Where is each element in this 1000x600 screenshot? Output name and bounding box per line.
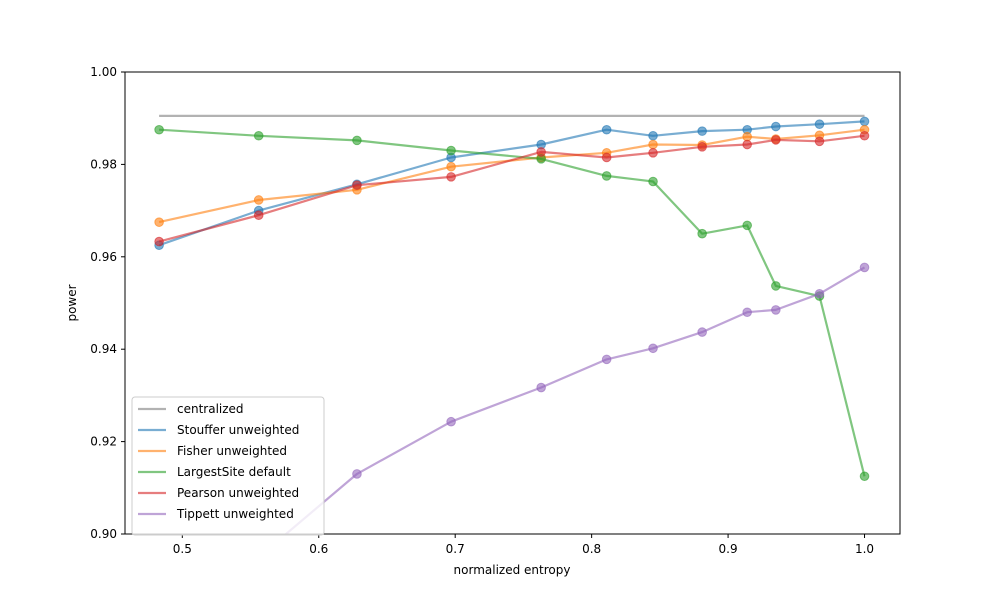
- data-point-fisher-unweighted: [253, 195, 264, 205]
- y-tick-label: 0.96: [90, 250, 117, 264]
- data-point-stouffer-unweighted: [814, 119, 825, 130]
- data-point-pearson-unweighted: [814, 136, 825, 147]
- data-point-tippett-unweighted: [742, 307, 752, 318]
- series-line-pearson-unweighted: [158, 134, 865, 243]
- data-point-largestsite-default: [742, 220, 752, 231]
- data-point-tippett-unweighted: [352, 469, 362, 479]
- series-line-largestsite-default: [159, 128, 866, 477]
- data-point-fisher-unweighted: [446, 161, 456, 172]
- x-tick-label: 0.9: [719, 542, 738, 556]
- data-point-pearson-unweighted: [601, 152, 612, 163]
- data-point-largestsite-default: [771, 281, 781, 291]
- data-point-pearson-unweighted: [253, 210, 264, 221]
- series-pearson-unweighted: [154, 130, 870, 247]
- data-point-stouffer-unweighted: [771, 121, 781, 132]
- y-tick-label: 0.94: [90, 342, 117, 356]
- data-point-fisher-unweighted: [742, 131, 752, 142]
- data-point-largestsite-default: [154, 124, 164, 135]
- data-point-tippett-unweighted: [446, 416, 456, 427]
- series-layer: [154, 114, 870, 534]
- y-tick-label: 0.90: [90, 527, 117, 541]
- data-point-fisher-unweighted: [648, 139, 658, 150]
- data-point-largestsite-default: [446, 145, 456, 156]
- data-point-pearson-unweighted: [697, 142, 707, 152]
- y-tick-label: 0.92: [90, 435, 117, 449]
- x-tick-label: 0.7: [446, 542, 465, 556]
- legend-label: Tippett unweighted: [176, 507, 294, 521]
- data-point-tippett-unweighted: [814, 288, 825, 299]
- data-point-tippett-unweighted: [771, 305, 781, 315]
- data-point-tippett-unweighted: [648, 343, 658, 354]
- x-tick-label: 1.0: [855, 542, 874, 556]
- x-tick-label: 0.5: [173, 542, 192, 556]
- data-point-tippett-unweighted: [536, 382, 546, 393]
- data-point-fisher-unweighted: [154, 217, 164, 227]
- series-line-fisher-unweighted: [158, 128, 865, 224]
- data-point-pearson-unweighted: [536, 147, 546, 157]
- data-point-stouffer-unweighted: [859, 116, 870, 127]
- data-point-pearson-unweighted: [771, 135, 781, 145]
- y-tick-label: 0.98: [90, 157, 117, 171]
- data-point-largestsite-default: [601, 171, 612, 181]
- plot-frame: [124, 71, 901, 535]
- x-axis: 0.5 0.6 0.7 0.8 0.9 1.0: [173, 534, 874, 556]
- data-point-pearson-unweighted: [859, 130, 870, 141]
- data-point-largestsite-default: [352, 135, 362, 146]
- data-point-pearson-unweighted: [352, 180, 362, 190]
- legend-label: LargestSite default: [177, 465, 291, 479]
- x-tick-label: 0.6: [309, 542, 328, 556]
- data-point-pearson-unweighted: [648, 148, 658, 158]
- data-point-stouffer-unweighted: [601, 124, 612, 135]
- series-tippett-unweighted: [284, 262, 870, 534]
- y-axis-label: power: [65, 284, 79, 321]
- data-point-largestsite-default: [648, 176, 658, 187]
- data-point-tippett-unweighted: [697, 327, 707, 337]
- data-point-stouffer-unweighted: [648, 130, 658, 141]
- series-line-stouffer-unweighted: [158, 120, 865, 247]
- data-point-tippett-unweighted: [601, 354, 612, 365]
- data-point-pearson-unweighted: [446, 172, 456, 182]
- legend-label: Fisher unweighted: [177, 444, 287, 458]
- data-point-tippett-unweighted: [859, 262, 870, 273]
- legend-box: [131, 396, 325, 536]
- data-point-largestsite-default: [697, 228, 707, 239]
- x-tick-label: 0.8: [582, 542, 601, 556]
- data-point-pearson-unweighted: [154, 236, 164, 247]
- data-point-stouffer-unweighted: [697, 126, 707, 136]
- data-point-largestsite-default: [859, 471, 870, 482]
- y-tick-label: 1.00: [90, 65, 117, 79]
- legend: centralized Stouffer unweighted Fisher unw…: [131, 396, 325, 536]
- legend-label: Stouffer unweighted: [177, 423, 299, 437]
- x-axis-label: normalized entropy: [454, 563, 571, 577]
- legend-label: centralized: [177, 402, 244, 416]
- legend-label: Pearson unweighted: [177, 486, 299, 500]
- y-axis: 0.90 0.92 0.94 0.96 0.98 1.00: [90, 65, 125, 541]
- data-point-pearson-unweighted: [742, 139, 752, 150]
- data-point-largestsite-default: [253, 130, 264, 141]
